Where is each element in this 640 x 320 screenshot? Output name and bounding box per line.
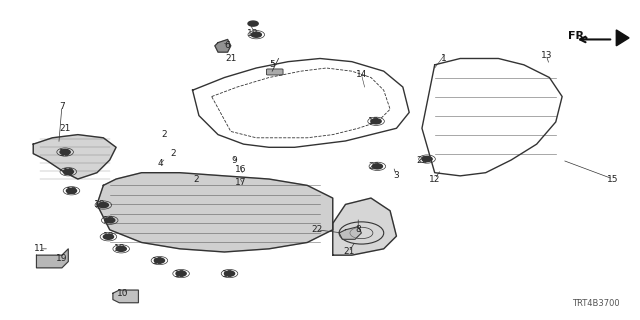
Circle shape (251, 32, 261, 37)
Polygon shape (616, 30, 629, 46)
Text: 21: 21 (343, 247, 355, 257)
Circle shape (60, 149, 70, 155)
Text: 11: 11 (34, 244, 45, 253)
Text: 22: 22 (311, 225, 323, 234)
Text: 18: 18 (152, 257, 163, 266)
Text: 17: 17 (235, 178, 246, 187)
Text: 21: 21 (60, 124, 71, 133)
Text: 1: 1 (442, 54, 447, 63)
Text: 4: 4 (158, 159, 163, 168)
Polygon shape (215, 39, 231, 52)
Text: TRT4B3700: TRT4B3700 (572, 299, 620, 308)
Text: 15: 15 (607, 174, 619, 184)
Polygon shape (113, 290, 138, 303)
Text: 2: 2 (171, 149, 176, 158)
Text: 18: 18 (247, 28, 259, 38)
Text: 18: 18 (63, 168, 74, 177)
Text: 18: 18 (66, 187, 77, 196)
Text: 12: 12 (429, 174, 440, 184)
Text: 18: 18 (60, 149, 71, 158)
Text: 8: 8 (355, 225, 361, 234)
Text: 18: 18 (95, 200, 106, 209)
Text: 16: 16 (235, 165, 246, 174)
Circle shape (67, 188, 77, 193)
Circle shape (63, 169, 74, 174)
Circle shape (154, 258, 164, 263)
Polygon shape (339, 227, 362, 239)
Text: 18: 18 (174, 270, 186, 279)
Text: 18: 18 (102, 232, 114, 241)
Circle shape (225, 271, 235, 276)
Circle shape (103, 234, 113, 239)
Text: 5: 5 (269, 60, 275, 69)
Circle shape (104, 218, 115, 223)
Text: 6: 6 (225, 41, 230, 50)
Polygon shape (33, 135, 116, 179)
Text: 18: 18 (222, 270, 234, 279)
Text: 10: 10 (116, 289, 128, 298)
Text: 22: 22 (417, 156, 428, 164)
Circle shape (372, 164, 383, 169)
Text: 2: 2 (161, 130, 166, 139)
Text: 18: 18 (369, 117, 380, 126)
Text: 14: 14 (356, 70, 367, 79)
Text: 18: 18 (113, 244, 125, 253)
Text: 21: 21 (225, 54, 236, 63)
Text: 13: 13 (540, 51, 552, 60)
Text: FR.: FR. (568, 31, 589, 41)
Text: 9: 9 (231, 156, 237, 164)
Text: 19: 19 (56, 254, 68, 263)
Circle shape (248, 21, 258, 26)
Text: 2: 2 (193, 174, 198, 184)
Text: 18: 18 (102, 216, 114, 225)
Text: 3: 3 (394, 172, 399, 180)
Polygon shape (97, 173, 333, 252)
Text: 7: 7 (59, 101, 65, 111)
Polygon shape (36, 249, 68, 268)
Polygon shape (333, 198, 396, 255)
Text: 20: 20 (369, 162, 380, 171)
Circle shape (371, 119, 381, 124)
Circle shape (99, 203, 108, 208)
Circle shape (116, 246, 126, 252)
FancyBboxPatch shape (266, 69, 283, 75)
Circle shape (422, 156, 432, 162)
Circle shape (176, 271, 186, 276)
